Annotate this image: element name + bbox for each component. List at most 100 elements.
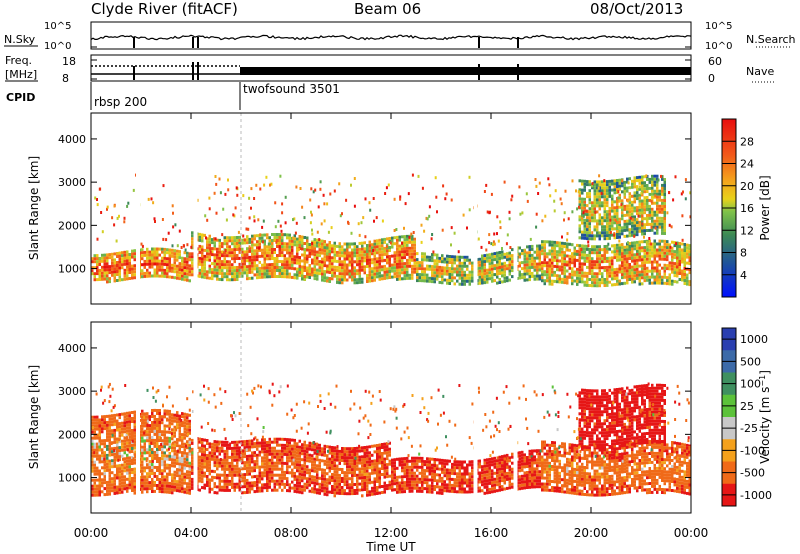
echo-cell (206, 252, 209, 256)
echo-cell (371, 279, 374, 283)
echo-cell (491, 279, 494, 283)
echo-cell (544, 214, 547, 218)
echo-cell (673, 280, 676, 284)
echo-cell (166, 475, 169, 479)
echo-cell (121, 478, 124, 482)
echo-cell (91, 427, 94, 431)
echo-cell (606, 189, 609, 193)
echo-cell (638, 252, 641, 256)
echo-cell (278, 452, 281, 456)
echo-cell (646, 223, 649, 226)
echo-cell (613, 268, 616, 272)
echo-cell (596, 263, 599, 267)
echo-cell (638, 202, 641, 206)
echo-cell (103, 472, 106, 476)
echo-cell (638, 240, 641, 244)
echo-cell (621, 199, 624, 203)
echo-cell (173, 449, 176, 453)
echo-cell (598, 213, 601, 217)
echo-cell (186, 422, 189, 426)
echo-cell (111, 420, 114, 424)
echo-cell (620, 203, 623, 207)
echo-cell (173, 276, 176, 280)
echo-cell (103, 454, 106, 458)
echo-cell (213, 446, 216, 450)
echo-cell (108, 462, 111, 466)
echo-cell (368, 276, 371, 280)
echo-cell (243, 467, 246, 471)
echo-cell (316, 271, 319, 275)
echo-cell (328, 250, 331, 253)
echo-cell (653, 251, 656, 255)
echo-cell (323, 202, 326, 206)
echo-cell (648, 257, 651, 261)
echo-cell (443, 257, 446, 261)
echo-cell (618, 223, 621, 227)
echo-cell (586, 225, 589, 229)
echo-cell (111, 477, 114, 481)
echo-cell (271, 245, 274, 248)
echo-cell (163, 259, 166, 263)
echo-cell (236, 440, 239, 444)
echo-cell (566, 278, 569, 282)
echo-cell (223, 440, 226, 444)
echo-cell (653, 219, 656, 223)
echo-cell (186, 476, 189, 480)
echo-cell (391, 239, 394, 243)
echo-cell (643, 267, 646, 271)
echo-cell (111, 264, 114, 268)
echo-cell (521, 276, 524, 280)
echo-cell (593, 192, 596, 196)
echo-cell (261, 248, 264, 252)
echo-cell (461, 279, 464, 283)
echo-cell (158, 448, 161, 451)
echo-cell (171, 416, 174, 420)
echo-cell (418, 267, 421, 271)
echo-cell (183, 472, 186, 476)
echo-cell (251, 469, 254, 473)
echo-cell (231, 440, 234, 444)
echo-cell (663, 211, 666, 214)
echo-cell (161, 265, 164, 269)
echo-cell (118, 431, 121, 435)
echo-cell (226, 455, 229, 459)
echo-cell (243, 473, 246, 477)
echo-cell (626, 177, 629, 181)
echo-cell (156, 457, 159, 460)
echo-cell (626, 213, 629, 217)
echo-cell (253, 454, 256, 458)
echo-cell (143, 469, 146, 473)
echo-cell (406, 264, 409, 268)
echo-cell (643, 199, 646, 203)
echo-cell (203, 233, 206, 237)
power-data (91, 113, 691, 304)
echo-cell (216, 473, 219, 477)
echo-cell (111, 489, 114, 493)
echo-cell (686, 243, 689, 247)
echo-cell (273, 437, 276, 441)
echo-cell (658, 216, 661, 220)
echo-cell (641, 184, 644, 188)
echo-cell (636, 249, 639, 253)
echo-cell (623, 260, 626, 264)
echo-cell (206, 276, 209, 280)
echo-cell (588, 266, 591, 269)
echo-cell (496, 254, 499, 258)
echo-cell (153, 250, 156, 254)
echo-cell (271, 488, 274, 492)
echo-cell (292, 236, 295, 240)
echo-cell (431, 256, 434, 260)
echo-cell (643, 196, 646, 200)
echo-cell (156, 439, 159, 442)
echo-cell (163, 253, 166, 257)
echo-cell (333, 268, 336, 272)
echo-cell (186, 269, 189, 273)
echo-cell (258, 468, 261, 472)
echo-cell (433, 277, 436, 281)
echo-cell (631, 233, 634, 237)
echo-cell (261, 275, 264, 279)
echo-cell (481, 269, 484, 273)
echo-cell (481, 263, 484, 267)
echo-cell (163, 262, 166, 266)
echo-cell (141, 409, 144, 413)
